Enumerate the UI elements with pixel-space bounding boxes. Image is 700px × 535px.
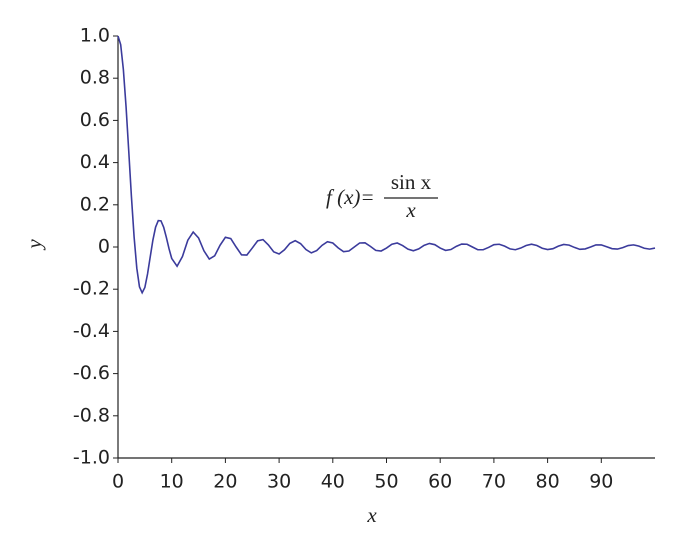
y-tick-label: -0.8	[73, 404, 110, 426]
annotation-numerator: sin x	[391, 170, 432, 194]
x-tick-label: 40	[321, 471, 345, 493]
y-tick-label: 0.2	[80, 193, 110, 215]
x-tick-label: 20	[213, 471, 237, 493]
y-tick-label: 0.4	[80, 151, 110, 173]
y-tick-label: 0.8	[80, 67, 110, 89]
y-tick-label: 1.0	[80, 25, 110, 47]
x-tick-label: 80	[536, 471, 560, 493]
y-tick-label: 0.6	[80, 109, 110, 131]
x-tick-label: 60	[428, 471, 452, 493]
y-tick-label: -0.6	[73, 362, 110, 384]
y-tick-label: -0.4	[73, 320, 110, 342]
x-tick-label: 0	[112, 471, 124, 493]
y-tick-label: 0	[98, 236, 110, 258]
x-tick-label: 90	[589, 471, 613, 493]
annotation-lhs: f (x)=	[326, 185, 375, 209]
x-tick-label: 30	[267, 471, 291, 493]
data-line	[117, 35, 656, 295]
y-axis-label: y	[22, 239, 46, 251]
x-tick-label: 70	[482, 471, 506, 493]
x-axis-label: x	[366, 503, 377, 527]
annotation-denominator: x	[405, 198, 416, 222]
x-tick-label: 10	[160, 471, 184, 493]
y-tick-label: -1.0	[73, 447, 110, 469]
x-tick-label: 50	[374, 471, 398, 493]
y-tick-label: -0.2	[73, 278, 110, 300]
